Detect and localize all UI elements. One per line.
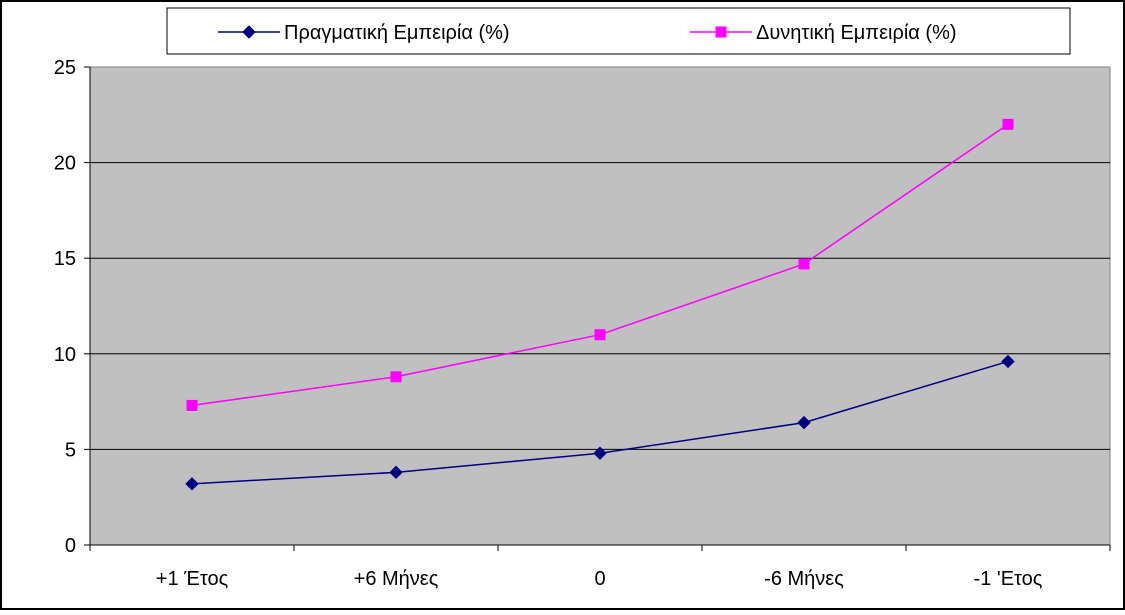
data-point bbox=[1002, 118, 1014, 130]
axes: 0 5 10 15 20 25 +1 Έτος +6 Μήνες 0 -6 Μήνες -1 'Ετ… bbox=[54, 57, 1111, 590]
x-tick-label: +6 Μήνες bbox=[354, 568, 439, 590]
plot-area bbox=[89, 66, 1111, 546]
y-tick-label: 0 bbox=[65, 535, 76, 557]
legend-label: Πραγματική Εμπειρία (%) bbox=[284, 22, 510, 44]
x-tick-label: -6 Μήνες bbox=[764, 568, 844, 590]
legend-marker bbox=[715, 26, 727, 38]
legend: Πραγματική Εμπειρία (%) Δυνητική Εμπειρία… bbox=[166, 7, 1071, 55]
data-point bbox=[593, 446, 607, 460]
data-point bbox=[186, 399, 198, 411]
series-1 bbox=[185, 354, 1015, 491]
legend-marker bbox=[242, 25, 256, 39]
data-point bbox=[390, 371, 402, 383]
y-tick-label: 10 bbox=[54, 344, 76, 366]
series-2 bbox=[186, 118, 1014, 411]
legend-box bbox=[166, 7, 1071, 55]
series-layer bbox=[185, 118, 1015, 491]
y-tick-label: 5 bbox=[65, 439, 76, 461]
y-tick-label: 15 bbox=[54, 248, 76, 270]
data-point bbox=[594, 329, 606, 341]
data-point bbox=[185, 477, 199, 491]
legend-label: Δυνητική Εμπειρία (%) bbox=[756, 22, 957, 44]
y-tick-label: 20 bbox=[54, 153, 76, 175]
x-tick-label: +1 Έτος bbox=[156, 568, 229, 590]
data-point bbox=[389, 465, 403, 480]
data-point bbox=[797, 415, 811, 430]
legend-item: Πραγματική Εμπειρία (%) bbox=[218, 22, 510, 44]
data-point bbox=[1001, 354, 1015, 369]
data-point bbox=[798, 258, 810, 270]
y-tick-label: 25 bbox=[54, 57, 76, 79]
x-tick-label: 0 bbox=[594, 568, 605, 590]
legend-item: Δυνητική Εμπειρία (%) bbox=[690, 22, 957, 44]
x-tick-label: -1 'Ετος bbox=[974, 568, 1043, 590]
